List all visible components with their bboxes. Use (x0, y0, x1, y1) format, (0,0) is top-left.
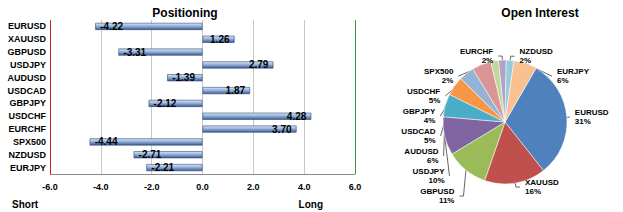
svg-text:SPX500: SPX500 (13, 137, 46, 147)
svg-text:GBPUSD: GBPUSD (7, 47, 46, 57)
svg-text:10%: 10% (429, 176, 445, 185)
svg-text:-1.39: -1.39 (172, 72, 195, 83)
svg-text:USDCAD: USDCAD (7, 86, 46, 96)
svg-text:USDJPY: USDJPY (10, 60, 46, 70)
svg-text:2%: 2% (482, 56, 494, 65)
svg-text:EURUSD: EURUSD (8, 21, 47, 31)
svg-text:Positioning: Positioning (152, 6, 217, 20)
svg-text:11%: 11% (439, 196, 455, 205)
svg-text:-2.21: -2.21 (151, 162, 174, 173)
svg-text:Open Interest: Open Interest (501, 6, 578, 20)
svg-text:-2.71: -2.71 (139, 149, 162, 160)
svg-text:5%: 5% (424, 136, 436, 145)
svg-text:-4.22: -4.22 (100, 21, 123, 32)
svg-text:5%: 5% (429, 96, 441, 105)
svg-text:EURCHF: EURCHF (460, 47, 493, 56)
svg-text:4.28: 4.28 (287, 111, 307, 122)
svg-text:Short: Short (12, 199, 39, 210)
svg-text:2%: 2% (520, 56, 532, 65)
svg-text:6%: 6% (557, 76, 569, 85)
svg-text:-2.0: -2.0 (144, 182, 160, 192)
svg-text:1.87: 1.87 (226, 85, 246, 96)
svg-text:GBPUSD: GBPUSD (420, 187, 454, 196)
svg-text:-4.0: -4.0 (93, 182, 109, 192)
svg-text:2.0: 2.0 (247, 182, 260, 192)
svg-text:NZDUSD: NZDUSD (9, 150, 47, 160)
svg-text:GBPJPY: GBPJPY (403, 107, 436, 116)
svg-text:Long: Long (299, 199, 323, 210)
svg-text:USDCAD: USDCAD (401, 127, 435, 136)
svg-text:-3.31: -3.31 (123, 47, 146, 58)
svg-text:USDCHF: USDCHF (407, 87, 440, 96)
svg-text:XAUUSD: XAUUSD (8, 34, 47, 44)
svg-text:-2.12: -2.12 (154, 98, 177, 109)
svg-text:4.0: 4.0 (298, 182, 311, 192)
svg-text:-4.44: -4.44 (95, 136, 118, 147)
svg-text:AUDUSD: AUDUSD (7, 73, 46, 83)
svg-text:NZDUSD: NZDUSD (520, 47, 554, 56)
svg-text:0.0: 0.0 (196, 182, 209, 192)
svg-text:2.79: 2.79 (249, 59, 269, 70)
svg-text:SPX500: SPX500 (424, 67, 454, 76)
svg-text:EURUSD: EURUSD (575, 108, 609, 117)
svg-text:6.0: 6.0 (349, 182, 362, 192)
svg-text:XAUUSD: XAUUSD (525, 178, 559, 187)
svg-text:-6.0: -6.0 (42, 182, 58, 192)
svg-text:AUDUSD: AUDUSD (404, 147, 438, 156)
svg-text:16%: 16% (525, 187, 541, 196)
svg-text:2%: 2% (442, 76, 454, 85)
svg-text:USDCHF: USDCHF (9, 111, 47, 121)
svg-text:31%: 31% (575, 117, 591, 126)
svg-text:3.70: 3.70 (272, 124, 292, 135)
svg-text:4%: 4% (424, 116, 436, 125)
svg-text:EURJPY: EURJPY (10, 163, 46, 173)
svg-text:EURCHF: EURCHF (9, 124, 47, 134)
svg-text:EURJPY: EURJPY (557, 67, 590, 76)
svg-text:USDJPY: USDJPY (413, 167, 446, 176)
svg-text:1.26: 1.26 (210, 34, 230, 45)
svg-text:GBPJPY: GBPJPY (9, 98, 46, 108)
svg-text:6%: 6% (427, 156, 439, 165)
